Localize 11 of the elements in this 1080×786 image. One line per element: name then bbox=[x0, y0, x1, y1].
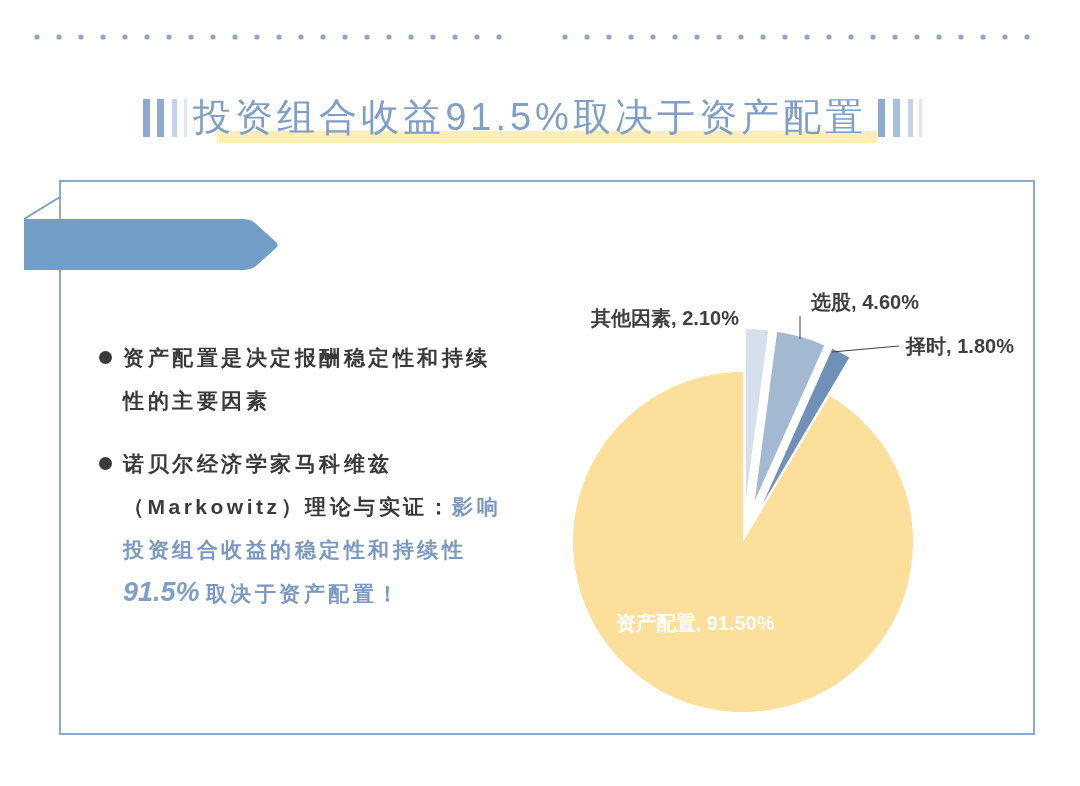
text: 91.5% bbox=[123, 576, 200, 609]
slice-label: 其他因素, 2.10% bbox=[591, 306, 739, 331]
text: 诺贝尔经济学家马科维兹（Markowitz）理论与实证： bbox=[123, 452, 452, 518]
slice-label: 选股, 4.60% bbox=[811, 290, 919, 315]
slice-label: 择时, 1.80% bbox=[906, 334, 1014, 359]
chart-title: 投资组合收益91.5%取决于资产配置 bbox=[192, 95, 868, 140]
slice-label: 资产配置, 91.50% bbox=[615, 611, 775, 636]
text: 影响 bbox=[452, 495, 502, 518]
text: 资产配置是决定报酬稳定性和持续性的主要因素 bbox=[123, 346, 491, 412]
text: 取决于资产配置！ bbox=[205, 581, 402, 607]
text: 投资组合收益的稳定性和持续性 bbox=[123, 537, 466, 563]
